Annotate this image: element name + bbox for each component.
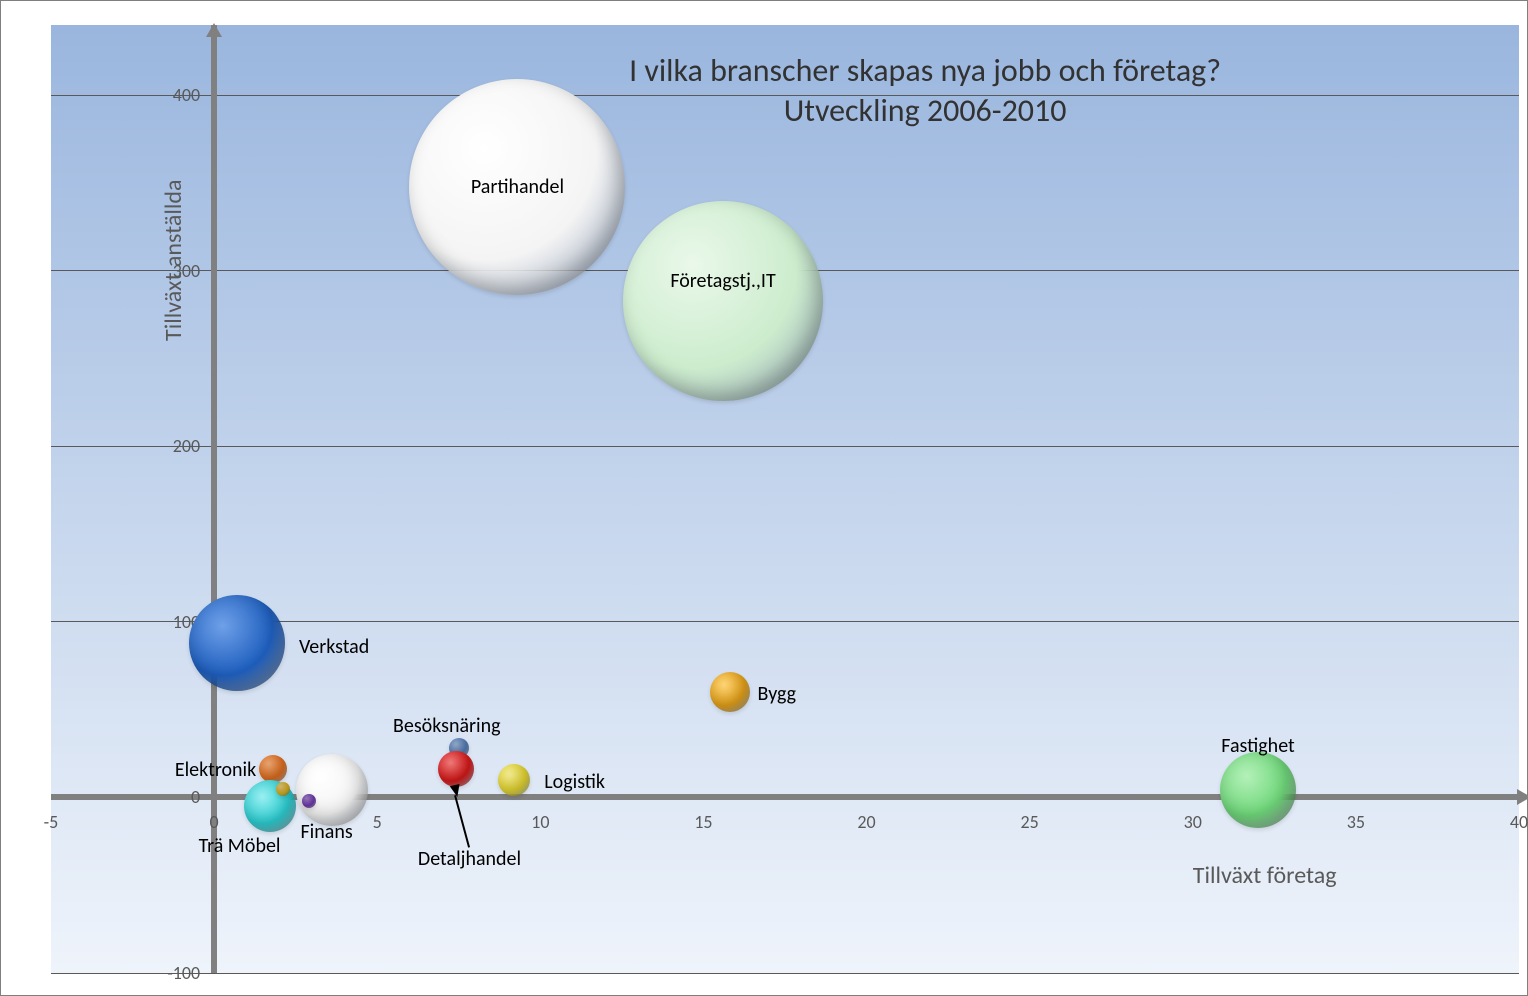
bubble-label-verkstad: Verkstad: [299, 635, 369, 659]
bubble-elektronik: [259, 755, 287, 783]
bubble-label-bes-ksn-ring: Besöksnäring: [393, 714, 501, 738]
x-tick-label: 40: [1499, 811, 1528, 833]
bubble-label-partihandel: Partihandel: [471, 175, 564, 199]
x-tick-label: 5: [357, 811, 397, 833]
bubble-small-purple: [302, 794, 316, 808]
chart-title-line1: I vilka branscher skapas nya jobb och fö…: [629, 51, 1221, 90]
x-tick-label: 25: [1010, 811, 1050, 833]
bubble-label-logistik: Logistik: [544, 770, 605, 794]
y-axis-title: Tillväxt anställda: [159, 180, 188, 342]
bubble-small-yellow: [276, 782, 290, 796]
x-axis-arrow: [1517, 789, 1528, 805]
bubble-verkstad: [189, 595, 285, 691]
y-tick-label: 0: [191, 786, 200, 808]
x-tick-label: 35: [1336, 811, 1376, 833]
x-tick-label: 30: [1173, 811, 1213, 833]
bubble-finans: [296, 754, 368, 826]
bubble-fastighet: [1220, 752, 1296, 828]
x-axis-title: Tillväxt företag: [1193, 861, 1337, 890]
bubble-logistik: [498, 764, 530, 796]
y-tick-label: 400: [173, 84, 200, 106]
bubble-label-elektronik: Elektronik: [175, 758, 256, 782]
x-tick-label: 0: [194, 811, 234, 833]
bubble-bygg: [710, 672, 750, 712]
bubble-label-fastighet: Fastighet: [1221, 734, 1294, 758]
bubble-label-bygg: Bygg: [758, 682, 797, 706]
gridline-y: [51, 446, 1519, 447]
x-tick-label: 20: [847, 811, 887, 833]
x-tick-label: 10: [520, 811, 560, 833]
bubble-f-retagstj-it: [623, 201, 823, 401]
y-tick-label: 200: [173, 435, 200, 457]
bubble-label-detaljhandel: Detaljhandel: [418, 847, 521, 871]
chart-title-line2: Utveckling 2006-2010: [784, 91, 1067, 130]
x-tick-label: -5: [31, 811, 71, 833]
bubble-label-finans: Finans: [300, 820, 352, 844]
x-tick-label: 15: [683, 811, 723, 833]
bubble-label-tr-m-bel: Trä Möbel: [199, 834, 281, 858]
bubble-chart: -50510152025303540-1000100200300400 Verk…: [0, 0, 1528, 996]
gridline-y: [51, 973, 1519, 974]
y-tick-label: -100: [167, 962, 200, 984]
bubble-label-f-retagstj-it: Företagstj.,IT: [670, 269, 775, 293]
y-axis-arrow: [206, 23, 222, 37]
chart-title: I vilka branscher skapas nya jobb och fö…: [475, 51, 1375, 131]
bubble-detaljhandel: [438, 751, 474, 787]
